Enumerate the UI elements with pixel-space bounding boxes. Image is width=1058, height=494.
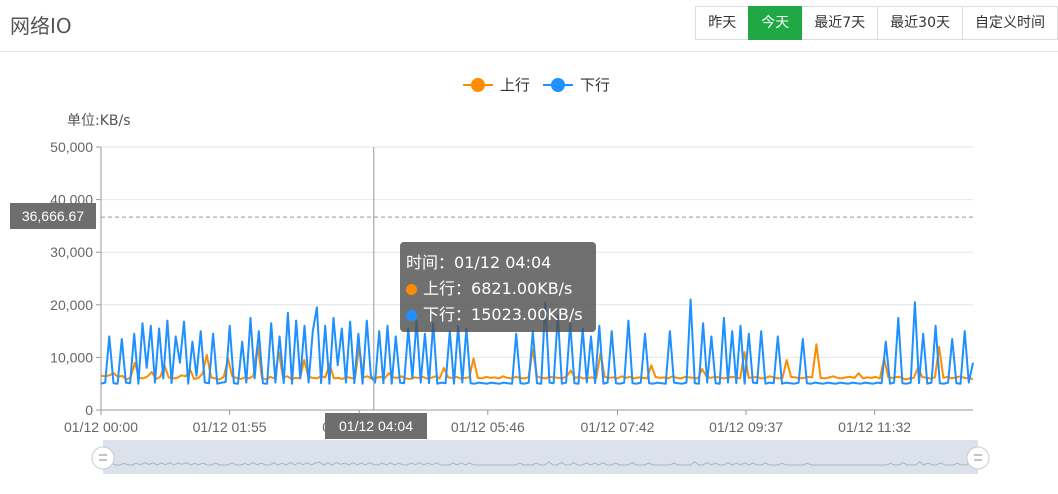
x-tick-label: 01/12 07:42 bbox=[581, 419, 655, 435]
legend-label-download: 下行 bbox=[580, 76, 610, 94]
time-range-group: 昨天 今天 最近7天 最近30天 自定义时间 bbox=[695, 6, 1058, 40]
x-tick-label: 01/12 05:46 bbox=[451, 419, 525, 435]
y-tick-label: 10,000 bbox=[50, 349, 93, 365]
tooltip-upload-dot-icon bbox=[406, 284, 417, 295]
y-tick-label: 30,000 bbox=[50, 244, 93, 260]
x-tick-label: 01/12 00:00 bbox=[64, 419, 138, 435]
zoom-handle-left[interactable] bbox=[91, 446, 115, 470]
tooltip-download-name: 下行 bbox=[423, 305, 456, 324]
zoom-handle-right[interactable] bbox=[966, 446, 990, 470]
zoom-preview-line bbox=[103, 461, 979, 466]
tooltip-download-value: 15023.00KB/s bbox=[471, 305, 583, 324]
y-axis-pointer-label: 36,666.67 bbox=[10, 203, 96, 229]
y-tick-label: 20,000 bbox=[50, 297, 93, 313]
range-button-yesterday[interactable]: 昨天 bbox=[695, 6, 750, 40]
x-axis-pointer-label: 01/12 04:04 bbox=[325, 413, 427, 439]
axis-pointer bbox=[101, 147, 973, 410]
y-tick-label: 0 bbox=[85, 402, 93, 418]
x-tick-label: 01/12 11:32 bbox=[838, 419, 911, 435]
x-tick-label: 01/12 01:55 bbox=[193, 419, 267, 435]
data-zoom-slider[interactable] bbox=[91, 440, 990, 474]
legend-label-upload: 上行 bbox=[500, 76, 530, 94]
tooltip-download-sep: ： bbox=[455, 305, 472, 324]
chart-tooltip: 时间：01/12 04:04 上行：6821.00KB/s 下行：15023.0… bbox=[400, 242, 596, 332]
range-button-last-7-days[interactable]: 最近7天 bbox=[801, 6, 879, 40]
series-lines bbox=[100, 298, 974, 385]
series-line-download bbox=[100, 298, 974, 385]
tooltip-download-dot-icon bbox=[406, 310, 417, 321]
range-button-custom[interactable]: 自定义时间 bbox=[962, 6, 1058, 40]
y-tick-label: 50,000 bbox=[50, 139, 93, 155]
tooltip-upload-name: 上行 bbox=[423, 279, 456, 298]
tooltip-time-row: 时间：01/12 04:04 bbox=[406, 250, 590, 276]
tooltip-time-value: 01/12 04:04 bbox=[454, 253, 552, 272]
x-tick-label: 01/12 09:37 bbox=[709, 419, 783, 435]
tooltip-upload-sep: ： bbox=[455, 279, 472, 298]
y-axis-label: 单位:KB/s bbox=[67, 113, 131, 129]
page-title: 网络IO bbox=[10, 14, 72, 38]
header: 网络IO 昨天 今天 最近7天 最近30天 自定义时间 bbox=[0, 0, 1058, 52]
zoom-window bbox=[103, 440, 978, 474]
tooltip-upload-value: 6821.00KB/s bbox=[471, 279, 573, 298]
chart-legend[interactable]: 上行 下行 bbox=[463, 76, 610, 94]
tooltip-row-download: 下行：15023.00KB/s bbox=[406, 302, 590, 328]
range-button-last-30-days[interactable]: 最近30天 bbox=[877, 6, 963, 40]
zoom-handle-grip-icon bbox=[966, 446, 990, 470]
tooltip-row-upload: 上行：6821.00KB/s bbox=[406, 276, 590, 302]
tooltip-time-label: 时间： bbox=[406, 253, 455, 272]
legend-dot-download-icon bbox=[551, 78, 565, 92]
range-button-today[interactable]: 今天 bbox=[748, 6, 803, 40]
legend-dot-upload-icon bbox=[471, 78, 485, 92]
zoom-handle-grip-icon bbox=[91, 446, 115, 470]
